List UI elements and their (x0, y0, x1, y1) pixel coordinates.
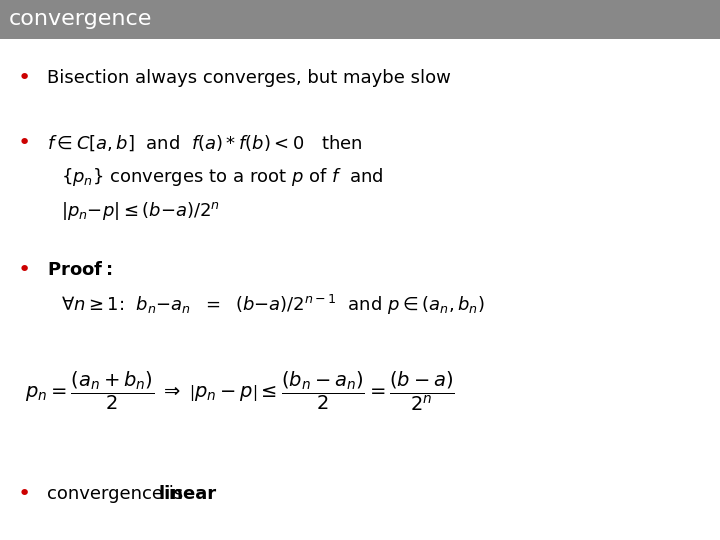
Text: $|p_n\mathrm{-}p| \leq (b\mathrm{-}a)/2^n$: $|p_n\mathrm{-}p| \leq (b\mathrm{-}a)/2^… (61, 200, 220, 222)
Text: •: • (18, 68, 31, 89)
Text: $\{p_n\}$ converges to a root $p$ of $f$  and: $\{p_n\}$ converges to a root $p$ of $f$… (61, 166, 384, 188)
Text: $\forall n \geq 1$:  $b_n\mathrm{-}a_n$  $=$  $(b\mathrm{-}a)/2^{n-1}$  and $p \: $\forall n \geq 1$: $b_n\mathrm{-}a_n$ $… (61, 293, 485, 317)
Text: $f \in C[a,b]$  and  $f(a)*f(b)<0$   then: $f \in C[a,b]$ and $f(a)*f(b)<0$ then (47, 133, 362, 153)
Text: Bisection always converges, but maybe slow: Bisection always converges, but maybe sl… (47, 69, 451, 87)
Text: •: • (18, 260, 31, 280)
Text: •: • (18, 133, 31, 153)
Text: convergence is: convergence is (47, 485, 189, 503)
Text: $\mathbf{Proof:}$: $\mathbf{Proof:}$ (47, 261, 112, 279)
Text: linear: linear (158, 485, 217, 503)
Text: convergence: convergence (9, 9, 152, 30)
Text: $p_n = \dfrac{(a_n + b_n)}{2} \;\Rightarrow\; \left|p_n - p\right| \leq \dfrac{(: $p_n = \dfrac{(a_n + b_n)}{2} \;\Rightar… (25, 369, 455, 414)
Bar (0, 0, 720, 39)
Text: •: • (18, 484, 31, 504)
